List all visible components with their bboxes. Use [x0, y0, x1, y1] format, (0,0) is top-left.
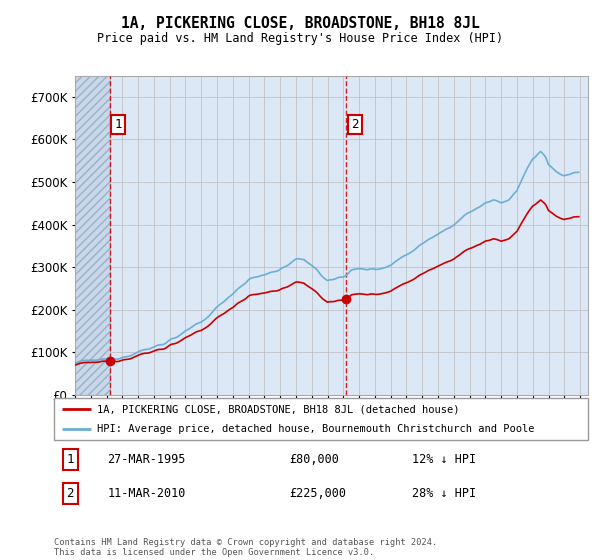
Text: £80,000: £80,000	[289, 453, 339, 466]
Text: Contains HM Land Registry data © Crown copyright and database right 2024.
This d: Contains HM Land Registry data © Crown c…	[54, 538, 437, 557]
Text: 12% ↓ HPI: 12% ↓ HPI	[412, 453, 476, 466]
Text: 1A, PICKERING CLOSE, BROADSTONE, BH18 8JL: 1A, PICKERING CLOSE, BROADSTONE, BH18 8J…	[121, 16, 479, 31]
Text: 28% ↓ HPI: 28% ↓ HPI	[412, 487, 476, 500]
Text: Price paid vs. HM Land Registry's House Price Index (HPI): Price paid vs. HM Land Registry's House …	[97, 32, 503, 45]
Text: 1A, PICKERING CLOSE, BROADSTONE, BH18 8JL (detached house): 1A, PICKERING CLOSE, BROADSTONE, BH18 8J…	[97, 404, 459, 414]
Text: 1: 1	[115, 118, 122, 131]
Text: £225,000: £225,000	[289, 487, 346, 500]
Text: 1: 1	[66, 453, 74, 466]
Text: 27-MAR-1995: 27-MAR-1995	[107, 453, 186, 466]
Bar	[75, 76, 110, 395]
Text: 11-MAR-2010: 11-MAR-2010	[107, 487, 186, 500]
Text: 2: 2	[351, 118, 359, 131]
Text: HPI: Average price, detached house, Bournemouth Christchurch and Poole: HPI: Average price, detached house, Bour…	[97, 424, 534, 434]
Text: 2: 2	[66, 487, 74, 500]
FancyBboxPatch shape	[54, 398, 588, 440]
